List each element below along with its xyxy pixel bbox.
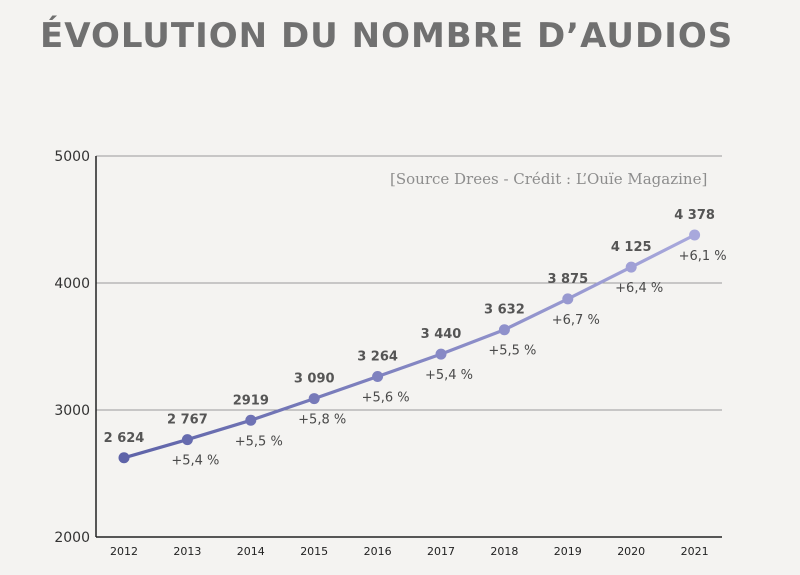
axes: [95, 156, 722, 538]
value-label: 2919: [233, 393, 269, 408]
x-tick-label: 2016: [364, 545, 392, 558]
y-tick-label: 5000: [54, 149, 90, 165]
value-label: 4 378: [674, 208, 715, 223]
data-point: [435, 348, 447, 360]
data-point: [245, 414, 257, 426]
growth-label: +5,6 %: [362, 390, 410, 405]
value-label: 2 767: [167, 413, 208, 428]
growth-label: +5,5 %: [235, 434, 283, 449]
data-point: [372, 370, 384, 382]
data-point: [562, 293, 574, 305]
value-label: 3 632: [484, 303, 525, 318]
data-points: [118, 229, 701, 464]
data-point: [308, 393, 320, 405]
growth-label: +5,8 %: [298, 413, 346, 428]
x-tick-label: 2014: [237, 545, 265, 558]
x-tick-label: 2020: [617, 545, 645, 558]
value-label: 3 875: [547, 272, 588, 287]
growth-label: +5,5 %: [488, 344, 536, 359]
y-tick-label: 4000: [54, 276, 90, 292]
growth-label: +5,4 %: [425, 368, 473, 383]
growth-label: +5,4 %: [171, 454, 219, 469]
page-title: ÉVOLUTION DU NOMBRE D’AUDIOS: [40, 16, 734, 56]
value-label: 3 090: [294, 372, 335, 387]
x-tick-label: 2019: [554, 545, 582, 558]
x-tick-label: 2017: [427, 545, 455, 558]
value-label: 3 440: [421, 327, 462, 342]
data-point: [498, 324, 510, 336]
data-point: [689, 229, 701, 241]
growth-label: +6,7 %: [552, 313, 600, 328]
value-label: 3 264: [357, 349, 398, 364]
source-note: [Source Drees - Crédit : L’Ouïe Magazine…: [390, 170, 708, 188]
gridlines: [96, 155, 722, 411]
y-axis-ticks: 2000 3000 4000 5000: [54, 149, 90, 546]
x-tick-label: 2018: [490, 545, 518, 558]
y-tick-label: 3000: [54, 403, 90, 419]
x-tick-label: 2012: [110, 545, 138, 558]
y-tick-label: 2000: [54, 530, 90, 546]
series-line: [122, 233, 697, 460]
series-line-path: [122, 233, 697, 460]
value-label: 2 624: [104, 431, 145, 446]
x-tick-label: 2015: [300, 545, 328, 558]
x-tick-label: 2021: [681, 545, 709, 558]
growth-label: +6,1 %: [679, 249, 727, 264]
x-tick-label: 2013: [173, 545, 201, 558]
x-axis-ticks: 2012 2013 2014 2015 2016 2017 2018 2019 2020 2021: [110, 545, 709, 558]
data-point: [118, 452, 130, 464]
data-point: [625, 261, 637, 273]
growth-label: +6,4 %: [615, 281, 663, 296]
data-labels: 2 624 2 767 +5,4 % 2919 +5,5 % 3 090 +5,8 % 3 2…: [104, 208, 727, 469]
data-point: [181, 434, 193, 446]
value-label: 4 125: [611, 240, 652, 255]
